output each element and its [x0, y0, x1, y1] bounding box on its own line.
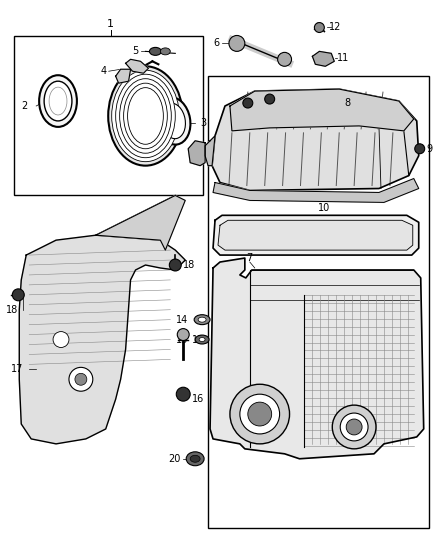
- Ellipse shape: [39, 75, 77, 127]
- Text: 18: 18: [183, 260, 195, 270]
- Circle shape: [346, 419, 362, 435]
- Circle shape: [69, 367, 93, 391]
- Circle shape: [176, 387, 190, 401]
- Text: 16: 16: [192, 394, 205, 404]
- Ellipse shape: [186, 452, 204, 466]
- Text: 8: 8: [344, 98, 350, 108]
- Polygon shape: [230, 89, 414, 131]
- Polygon shape: [126, 59, 148, 73]
- Text: 18: 18: [7, 305, 18, 314]
- Ellipse shape: [198, 317, 206, 322]
- Ellipse shape: [116, 74, 175, 158]
- Polygon shape: [19, 235, 185, 444]
- Ellipse shape: [112, 70, 179, 161]
- Ellipse shape: [124, 83, 167, 149]
- Text: 6: 6: [214, 38, 220, 49]
- Polygon shape: [210, 258, 424, 459]
- Text: 9: 9: [427, 144, 433, 154]
- Circle shape: [314, 22, 324, 33]
- Polygon shape: [213, 215, 419, 255]
- Ellipse shape: [108, 66, 183, 166]
- Text: 14: 14: [176, 314, 188, 325]
- Text: 17: 17: [11, 365, 24, 374]
- Text: 20: 20: [168, 454, 180, 464]
- Ellipse shape: [199, 337, 205, 342]
- Polygon shape: [116, 69, 131, 83]
- Text: 11: 11: [337, 53, 350, 63]
- Text: 13: 13: [176, 335, 188, 344]
- Text: 1: 1: [107, 19, 114, 29]
- Circle shape: [415, 144, 425, 154]
- Text: 15: 15: [192, 335, 205, 344]
- Bar: [14, 36, 203, 196]
- Circle shape: [332, 405, 376, 449]
- Text: 12: 12: [329, 21, 342, 31]
- Circle shape: [12, 289, 24, 301]
- Circle shape: [340, 413, 368, 441]
- Polygon shape: [218, 220, 413, 250]
- Polygon shape: [212, 89, 419, 190]
- Circle shape: [248, 402, 272, 426]
- Text: 3: 3: [200, 118, 206, 128]
- Ellipse shape: [149, 47, 161, 55]
- Ellipse shape: [120, 79, 171, 153]
- Circle shape: [278, 52, 292, 66]
- Text: 5: 5: [132, 46, 138, 56]
- Text: 2: 2: [21, 101, 28, 111]
- Polygon shape: [96, 196, 185, 250]
- Ellipse shape: [190, 455, 200, 462]
- Circle shape: [229, 36, 245, 51]
- Ellipse shape: [49, 87, 67, 115]
- Text: 10: 10: [318, 204, 330, 213]
- Circle shape: [75, 373, 87, 385]
- Ellipse shape: [161, 103, 185, 139]
- Polygon shape: [188, 141, 205, 166]
- Ellipse shape: [160, 48, 170, 55]
- Polygon shape: [213, 179, 419, 203]
- Circle shape: [177, 329, 189, 341]
- Ellipse shape: [127, 87, 163, 144]
- Ellipse shape: [44, 81, 72, 121]
- Circle shape: [53, 332, 69, 348]
- Ellipse shape: [195, 335, 209, 344]
- Text: 7: 7: [247, 253, 253, 263]
- Text: 4: 4: [101, 66, 107, 76]
- Ellipse shape: [194, 314, 210, 325]
- Ellipse shape: [156, 97, 191, 144]
- Circle shape: [240, 394, 279, 434]
- Circle shape: [170, 259, 181, 271]
- Bar: [208, 76, 429, 528]
- Circle shape: [230, 384, 290, 444]
- Circle shape: [243, 98, 253, 108]
- Polygon shape: [205, 136, 215, 166]
- Circle shape: [265, 94, 275, 104]
- Polygon shape: [312, 51, 334, 66]
